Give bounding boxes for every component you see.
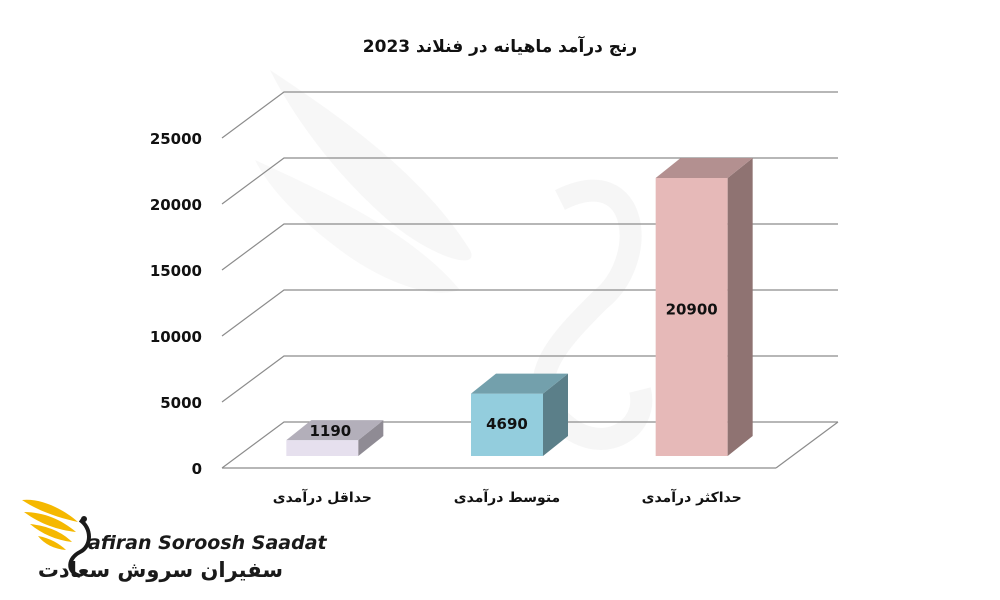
gridline [221, 223, 838, 271]
bar-front [471, 393, 543, 456]
bar: 4690 [471, 373, 568, 456]
grid [221, 91, 838, 403]
bar-front [286, 440, 359, 456]
bar: 1190 [286, 420, 384, 456]
golden-wing-icon [22, 499, 91, 578]
bar-side [727, 158, 753, 456]
x-axis: حداقل درآمدی متوسط درآمدی حداکثر درآمدی [273, 488, 742, 506]
watermark-wing-icon [255, 70, 653, 450]
bar-top [471, 373, 568, 394]
floor-back-edge [221, 421, 838, 469]
bar-top [655, 158, 753, 178]
gridline [221, 289, 838, 337]
floor-right-edge [775, 421, 839, 469]
bar-side [358, 420, 384, 456]
category-label: حداقل درآمدی [273, 488, 372, 506]
bar-front [655, 178, 728, 456]
y-tick-label: 0 [192, 460, 202, 478]
bars: 1190 4690 20900 [286, 158, 753, 456]
gridline [221, 355, 838, 403]
bar: 20900 [655, 158, 753, 456]
data-label: 4690 [486, 415, 528, 433]
y-tick-label: 10000 [150, 328, 202, 346]
bar-top [286, 420, 384, 441]
brand-name-en: afiran Soroosh Saadat [88, 532, 328, 554]
category-label: متوسط درآمدی [454, 488, 560, 506]
y-tick-label: 25000 [150, 130, 202, 148]
y-tick-label: 20000 [150, 196, 202, 214]
gridline [221, 157, 838, 205]
brand-name-fa: سفیران سروش سعادت [38, 558, 283, 582]
data-label: 20900 [666, 301, 718, 319]
chart-floor [221, 421, 839, 469]
brand-logo: afiran Soroosh Saadat سفیران سروش سعادت [22, 499, 328, 582]
chart-title: رنج درآمد ماهیانه در فنلاند 2023 [363, 35, 637, 57]
bar-side [543, 373, 568, 456]
y-tick-label: 15000 [150, 262, 202, 280]
gridline [221, 91, 838, 139]
y-tick-label: 5000 [160, 394, 202, 412]
y-axis: 0 5000 10000 15000 20000 25000 [150, 130, 202, 478]
category-label: حداکثر درآمدی [642, 488, 742, 506]
data-label: 1190 [309, 422, 351, 440]
